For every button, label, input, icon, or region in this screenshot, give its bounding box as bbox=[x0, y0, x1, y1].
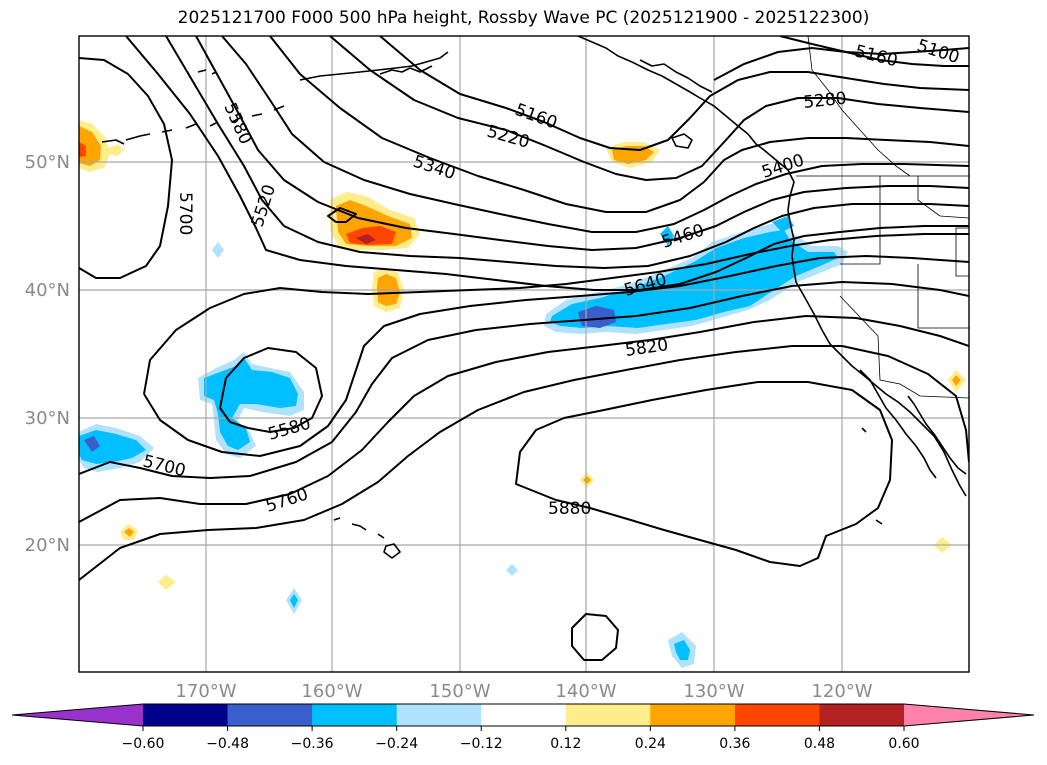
contour-label: 5280 bbox=[802, 89, 847, 113]
lon-label: 140°W bbox=[555, 681, 616, 702]
colorbar-ticks: −0.60 −0.48 −0.36 −0.24 −0.12 0.12 0.24 0.36 0.4… bbox=[122, 726, 920, 752]
colorbar-swatch bbox=[227, 704, 313, 726]
colorbar-tick-label: −0.60 bbox=[122, 736, 165, 752]
map-panel: 5100 5160 5160 5220 5280 5340 5400 5460 … bbox=[78, 35, 970, 673]
colorbar-tick-label: 0.36 bbox=[719, 736, 750, 752]
colorbar-under-extension bbox=[12, 704, 143, 726]
colorbar-tick-label: 0.24 bbox=[635, 736, 666, 752]
colorbar-tick-label: −0.48 bbox=[206, 736, 249, 752]
colorbar-swatch bbox=[481, 704, 567, 726]
colorbar-swatch bbox=[650, 704, 736, 726]
map-title: 2025121700 F000 500 hPa height, Rossby W… bbox=[177, 8, 870, 28]
colorbar-tick-label: −0.24 bbox=[375, 736, 418, 752]
longitude-labels: 170°W 160°W 150°W 140°W 130°W 120°W bbox=[175, 681, 872, 702]
map-frame bbox=[78, 35, 970, 673]
colorbar-swatch bbox=[396, 704, 482, 726]
lon-label: 120°W bbox=[811, 681, 872, 702]
negative-anomaly-patch bbox=[198, 352, 304, 458]
negative-anomaly-speck bbox=[212, 242, 696, 668]
lon-label: 160°W bbox=[301, 681, 362, 702]
colorbar-swatch bbox=[734, 704, 820, 726]
colorbar-tick-label: −0.36 bbox=[291, 736, 334, 752]
colorbar-tick-label: −0.12 bbox=[460, 736, 503, 752]
colorbar-tick-label: 0.60 bbox=[888, 736, 919, 752]
colorbar-swatch bbox=[819, 704, 905, 726]
contour-label: 5880 bbox=[548, 499, 591, 519]
lon-label: 170°W bbox=[175, 681, 236, 702]
political-borders bbox=[796, 36, 969, 399]
colorbar-swatch bbox=[565, 704, 651, 726]
lat-label: 20°N bbox=[25, 535, 70, 556]
latitude-labels: 50°N 40°N 30°N 20°N bbox=[25, 152, 70, 556]
colorbar-swatch bbox=[312, 704, 398, 726]
lat-label: 40°N bbox=[25, 280, 70, 301]
lat-label: 30°N bbox=[25, 408, 70, 429]
contour-label: 5700 bbox=[175, 192, 195, 235]
height-contours bbox=[79, 36, 969, 661]
colorbar-boxes bbox=[11, 703, 1035, 727]
colorbar-tick-label: 0.12 bbox=[550, 736, 581, 752]
lon-label: 130°W bbox=[683, 681, 744, 702]
colorbar-over-extension bbox=[904, 704, 1034, 726]
positive-anomaly-patch bbox=[79, 120, 124, 172]
lon-label: 150°W bbox=[429, 681, 490, 702]
colorbar-swatch bbox=[143, 704, 229, 726]
colorbar-tick-label: 0.48 bbox=[804, 736, 835, 752]
graticule bbox=[79, 36, 969, 672]
shaded-anomaly-field bbox=[79, 120, 966, 668]
lat-label: 50°N bbox=[25, 152, 70, 173]
colorbar: −0.60 −0.48 −0.36 −0.24 −0.12 0.12 0.24 0.36 0.4… bbox=[11, 703, 1035, 752]
negative-anomaly-patch bbox=[79, 424, 154, 472]
